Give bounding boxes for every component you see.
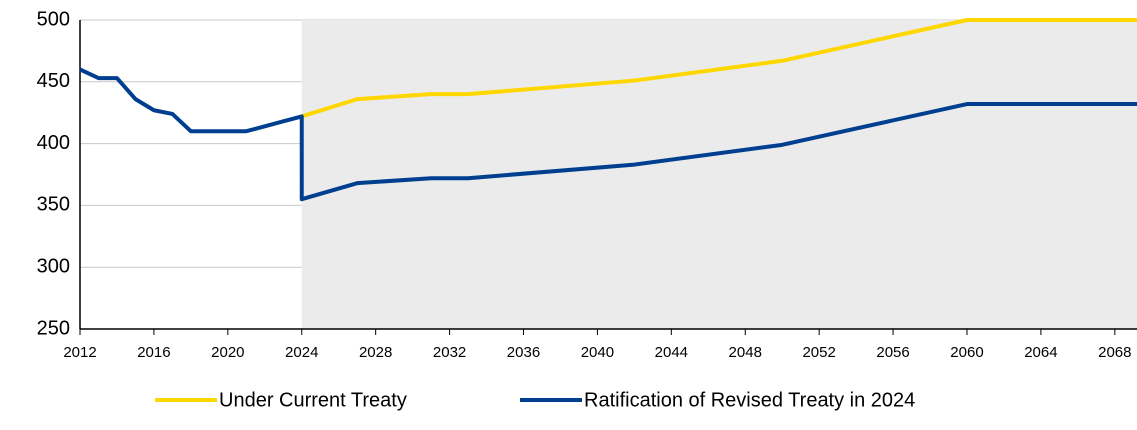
shaded-region <box>301 20 1137 329</box>
x-tick-label: 2044 <box>655 344 688 361</box>
x-tick-label: 2060 <box>950 344 983 361</box>
x-tick-label: 2040 <box>581 344 614 361</box>
y-tick-label: 500 <box>37 8 70 30</box>
x-tick-label: 2016 <box>137 344 170 361</box>
x-tick-label: 2068 <box>1098 344 1131 361</box>
x-tick-label: 2036 <box>507 344 540 361</box>
x-tick-label: 2012 <box>63 344 96 361</box>
x-tick-label: 2028 <box>359 344 392 361</box>
x-tick-label: 2032 <box>433 344 466 361</box>
y-tick-label: 250 <box>37 317 70 339</box>
legend-label: Under Current Treaty <box>219 389 407 411</box>
x-tick-label: 2052 <box>802 344 835 361</box>
y-tick-label: 300 <box>37 255 70 277</box>
y-tick-label: 450 <box>37 70 70 92</box>
x-tick-label: 2064 <box>1024 344 1057 361</box>
y-tick-label: 350 <box>37 194 70 216</box>
x-tick-label: 2048 <box>729 344 762 361</box>
x-tick-label: 2020 <box>211 344 244 361</box>
y-tick-label: 400 <box>37 132 70 154</box>
series-line <box>301 18 1137 119</box>
legend-label: Ratification of Revised Treaty in 2024 <box>584 389 915 411</box>
series-line <box>79 67 1137 202</box>
x-tick-label: 2056 <box>876 344 909 361</box>
x-tick-label: 2024 <box>285 344 318 361</box>
